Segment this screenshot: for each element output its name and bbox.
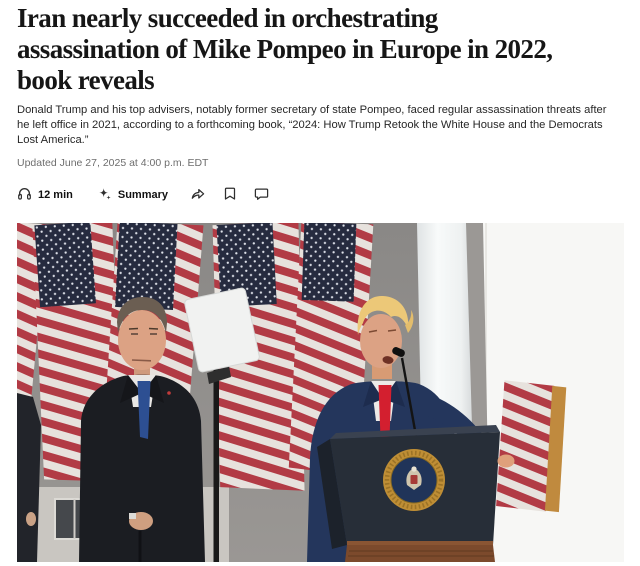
- share-icon: [190, 186, 206, 204]
- lectern-wood-base: [345, 541, 495, 562]
- headline-line: book reveals: [17, 65, 155, 95]
- listen-button[interactable]: 12 min: [17, 186, 73, 204]
- microphone: [392, 347, 418, 437]
- save-button[interactable]: [223, 186, 237, 204]
- summary-label: Summary: [117, 189, 168, 201]
- headphones-icon: [17, 186, 32, 204]
- listen-duration-label: 12 min: [38, 189, 73, 201]
- article-page: Iran nearly succeeded in orchestrating a…: [0, 0, 640, 206]
- comment-icon: [254, 186, 269, 204]
- presidential-seal: [383, 449, 445, 511]
- sparkle-icon: [97, 186, 112, 204]
- teleprompter: [184, 287, 260, 562]
- headline-line: Iran nearly succeeded in orchestrating: [17, 3, 438, 33]
- bookmark-icon: [223, 186, 237, 204]
- rose-garden-photo: [17, 223, 624, 562]
- left-edge-person: [17, 393, 41, 562]
- comments-button[interactable]: [254, 186, 269, 204]
- fringed-flag-fragment: [496, 380, 567, 513]
- page-title: Iran nearly succeeded in orchestrating a…: [17, 3, 623, 96]
- article-deck: Donald Trump and his top advisers, notab…: [17, 103, 623, 148]
- headline-line: assassination of Mike Pompeo in Europe i…: [17, 34, 553, 64]
- us-flag: [17, 223, 48, 474]
- summary-button[interactable]: Summary: [97, 186, 168, 204]
- deck-line: Donald Trump and his top advisers, notab…: [17, 104, 607, 116]
- article-lead-photo: [17, 223, 624, 562]
- share-button[interactable]: [190, 186, 206, 204]
- deck-line: he left office in 2021, according to a f…: [17, 119, 603, 131]
- pompeo-figure: [79, 297, 205, 562]
- trump-hand: [497, 454, 515, 468]
- article-toolbar: 12 min Summary: [17, 184, 623, 206]
- deck-line: Lost America.”: [17, 134, 89, 146]
- presidential-lectern: [317, 425, 500, 562]
- updated-timestamp: Updated June 27, 2025 at 4:00 p.m. EDT: [17, 157, 209, 169]
